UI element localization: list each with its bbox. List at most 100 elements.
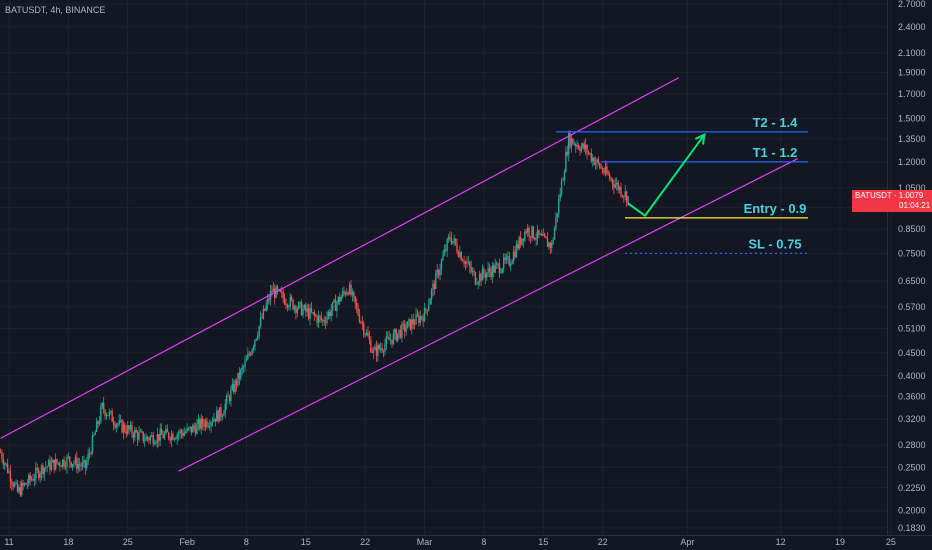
candle-body — [614, 184, 617, 188]
time-tick-label: 8 — [244, 537, 249, 547]
candle-body — [608, 174, 611, 179]
candle-body — [439, 269, 441, 276]
candle-body — [230, 389, 232, 402]
price-axis[interactable]: 2.7000 2.4000 2.1000 1.9000 1.7000 1.5000 1.35… — [898, 0, 926, 533]
candle-body — [361, 322, 364, 324]
candle-body — [200, 418, 202, 429]
candle-body — [93, 434, 95, 436]
candle-body — [233, 384, 235, 392]
candle-body — [117, 423, 119, 425]
candle-body — [467, 262, 470, 263]
candle-body — [293, 306, 296, 310]
candle-body — [32, 478, 34, 481]
candle-body — [151, 435, 153, 437]
candle-body — [213, 418, 215, 422]
candle-body — [91, 435, 94, 454]
candle-body — [114, 424, 116, 428]
channel-lower-line[interactable] — [178, 158, 798, 472]
candle-body — [466, 261, 468, 263]
candle-body — [464, 261, 467, 264]
candle-body — [173, 438, 176, 440]
candle-body — [618, 186, 621, 190]
time-axis[interactable]: 11 18 25 Feb 8 15 22 Mar 8 15 22 Apr 12 19 25 — [4, 537, 896, 547]
candle-body — [517, 244, 519, 249]
projection-path[interactable] — [627, 134, 706, 217]
candle-body — [141, 431, 143, 433]
candle-body — [457, 252, 460, 257]
grid — [0, 0, 892, 535]
last-price-label: BATUSDT · 1.0079 — [855, 191, 924, 200]
candle-body — [381, 348, 383, 351]
candle-body — [411, 319, 413, 330]
candle-body — [584, 145, 587, 150]
time-tick-label: 8 — [481, 537, 486, 547]
candle-body — [210, 422, 212, 427]
candle-body — [134, 430, 136, 438]
candle-body — [425, 308, 427, 310]
candle-body — [372, 349, 375, 353]
candle-body — [163, 433, 166, 439]
candle-body — [251, 349, 253, 355]
candle-body — [9, 471, 12, 482]
candle-body — [47, 460, 50, 467]
price-tick-label: 0.4500 — [898, 348, 926, 358]
candle-body — [170, 433, 173, 441]
candle-body — [491, 265, 494, 278]
candle-body — [193, 425, 195, 428]
candle-body — [100, 406, 102, 422]
candle-body — [217, 410, 219, 422]
candle-body — [440, 260, 443, 270]
candle-body — [2, 459, 5, 465]
candle-body — [526, 228, 529, 233]
level-label: T2 - 1.4 — [753, 115, 799, 130]
candle-body — [374, 346, 376, 350]
candle-body — [290, 296, 293, 300]
candle-body — [86, 461, 88, 469]
candle-body — [360, 321, 362, 323]
candle-body — [62, 459, 64, 467]
candle-body — [587, 152, 590, 154]
candle-body — [330, 310, 332, 317]
candle-body — [81, 462, 84, 467]
candle-body — [78, 464, 81, 466]
candle-body — [433, 283, 436, 289]
candle-body — [617, 182, 619, 190]
channel-upper-line[interactable] — [0, 77, 680, 439]
candle-body — [399, 329, 402, 338]
candle-body — [52, 459, 54, 463]
candle-body — [477, 282, 479, 284]
candle-body — [42, 465, 44, 475]
candle-body — [142, 431, 144, 442]
candle-body — [498, 263, 501, 273]
candle-body — [272, 288, 274, 292]
candle-body — [49, 460, 51, 470]
candle-body — [149, 436, 152, 441]
candle-body — [248, 353, 250, 355]
candle-body — [129, 424, 132, 430]
candle-body — [452, 240, 454, 244]
candle-body — [40, 465, 43, 474]
candle-body — [594, 162, 597, 165]
candle-body — [228, 396, 231, 402]
candle-body — [107, 415, 109, 417]
candle-body — [36, 467, 38, 470]
candle-body — [289, 296, 291, 307]
candle-body — [207, 425, 209, 427]
candle-body — [310, 308, 313, 313]
candle-body — [474, 272, 477, 285]
candle-body — [415, 314, 417, 325]
candle-body — [84, 460, 87, 469]
candle-body — [288, 306, 290, 308]
candle-body — [371, 352, 373, 353]
candle-body — [269, 290, 272, 301]
candle-body — [401, 323, 403, 338]
candle-body — [395, 329, 397, 341]
candle-body — [8, 471, 10, 473]
candle-body — [241, 367, 243, 370]
candle-body — [333, 299, 335, 303]
candle-body — [94, 431, 96, 435]
candle-body — [265, 304, 267, 311]
candle-body — [483, 268, 485, 275]
candle-body — [153, 443, 156, 445]
